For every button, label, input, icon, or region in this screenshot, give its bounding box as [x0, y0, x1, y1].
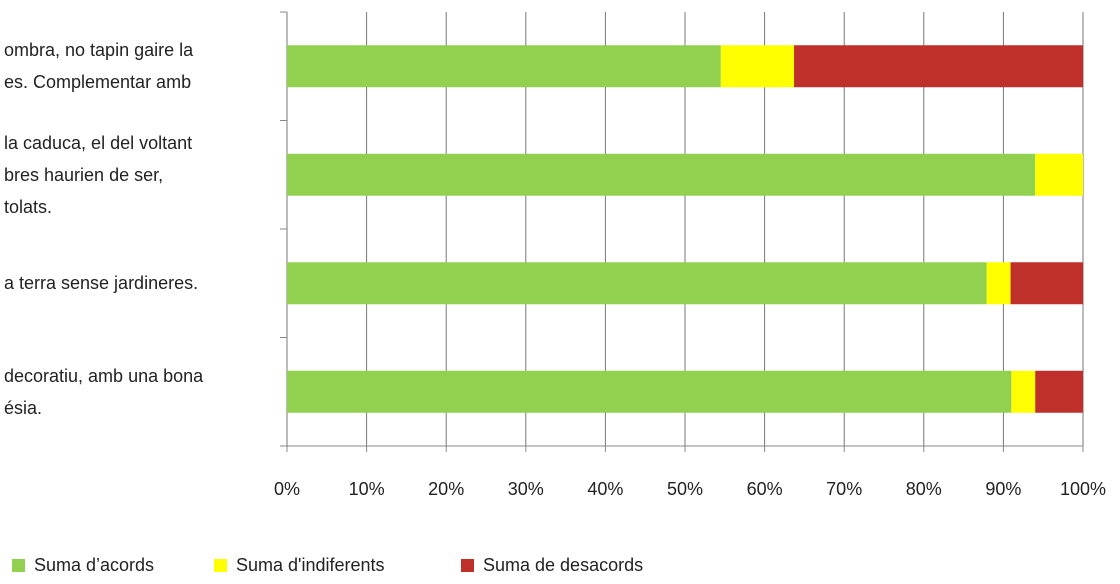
bar-segment: [1035, 153, 1083, 196]
legend-label: Suma d’acords: [34, 555, 154, 575]
category-label-box: a terra sense jardineres.: [4, 273, 199, 293]
category-label-box: la caduca, el del voltant bres haurien d…: [4, 132, 193, 217]
x-tick-label: 50%: [667, 479, 703, 499]
bar-segment: [287, 262, 987, 305]
x-tick-label: 80%: [906, 479, 942, 499]
legend-label: Suma de desacords: [483, 555, 643, 575]
legend-label: Suma d'indiferents: [236, 555, 385, 575]
bar-segment: [287, 370, 1012, 413]
bar-segment: [1035, 370, 1083, 413]
x-tick-label: 40%: [587, 479, 623, 499]
x-tick-label: 60%: [747, 479, 783, 499]
category-label-box: decoratiu, amb una bona ésia.: [4, 365, 204, 418]
bar-segment: [287, 45, 721, 88]
x-tick-label: 70%: [826, 479, 862, 499]
y-tick-label: a terra sense jardineres.: [4, 273, 199, 293]
x-tick-label: 90%: [985, 479, 1021, 499]
y-tick-label: la caduca, el del voltant bres haurien d…: [4, 132, 193, 217]
bar-segment: [1011, 370, 1036, 413]
y-tick-label: decoratiu, amb una bona ésia.: [4, 365, 204, 418]
legend-swatch: [214, 559, 227, 572]
x-tick-label: 10%: [349, 479, 385, 499]
legend-swatch: [461, 559, 474, 572]
legend-swatch: [12, 559, 25, 572]
x-tick-label: 30%: [508, 479, 544, 499]
bar-segment: [986, 262, 1011, 305]
bar-segment: [794, 45, 1083, 88]
x-tick-label: 100%: [1060, 479, 1106, 499]
x-tick-label: 0%: [274, 479, 300, 499]
bar-segment: [287, 153, 1036, 196]
bar-segment: [1010, 262, 1083, 305]
x-tick-label: 20%: [428, 479, 464, 499]
category-label-box: ombra, no tapin gaire la es. Complementa…: [4, 40, 194, 92]
y-tick-label: ombra, no tapin gaire la es. Complementa…: [4, 40, 194, 92]
bar-segment: [720, 45, 795, 88]
